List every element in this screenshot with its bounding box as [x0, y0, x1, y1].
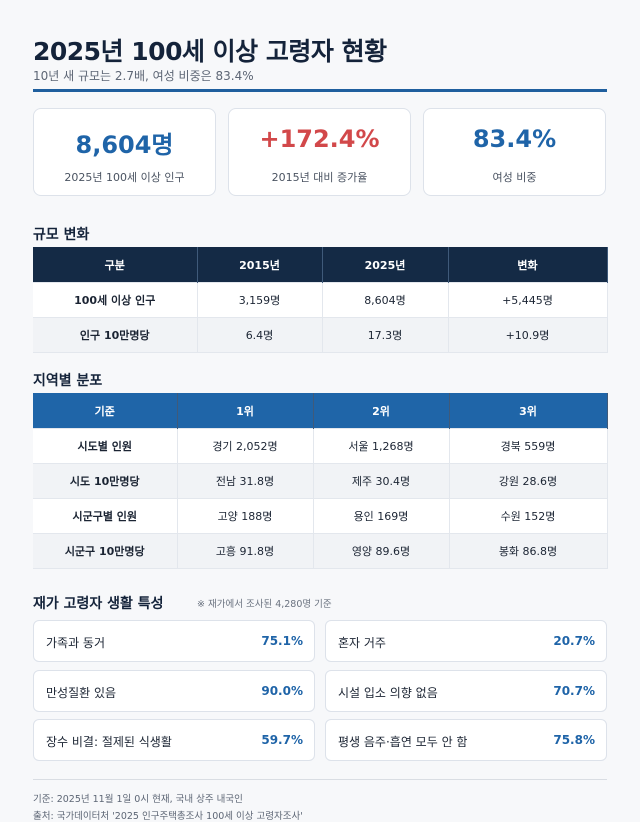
header-cell: 기준 — [33, 393, 178, 429]
item-value: 90.0% — [261, 683, 303, 698]
item-name: 만성질환 있음 — [46, 685, 117, 700]
cell: 100세 이상 인구 — [33, 282, 198, 318]
stat-value: +172.4% — [259, 125, 380, 153]
item-value: 20.7% — [553, 634, 595, 648]
cell: +5,445명 — [448, 282, 608, 318]
row: 시도별 인원 경기 2,052명 서울 1,268명 경북 559명 — [33, 428, 608, 464]
footnote: 기준: 2025년 11월 1일 0시 현재, 국내 상주 내국인 — [33, 794, 243, 805]
cell: 서울 1,268명 — [313, 428, 450, 464]
row: 시군구별 인원 고양 188명 용인 169명 수원 152명 — [33, 498, 608, 534]
stat-label: 2025년 100세 이상 인구 — [64, 171, 185, 184]
stat-item: 가족과 동거 75.1% — [33, 620, 315, 662]
row: 시군구 10만명당 고흥 91.8명 영양 89.6명 봉화 86.8명 — [33, 533, 608, 569]
title: 2025년 100세 이상 고령자 현황 — [33, 37, 387, 66]
header-cell: 변화 — [448, 247, 608, 283]
item-name: 평생 음주·흡연 모두 안 함 — [338, 735, 468, 749]
footnote: 출처: 국가데이터처 '2025 인구주택총조사 100세 이상 고령자조사' — [33, 811, 303, 822]
cell: 고흥 91.8명 — [177, 533, 314, 569]
header-row: 기준 1위 2위 3위 — [33, 393, 608, 429]
cell: 시도별 인원 — [33, 428, 178, 464]
item-name: 시설 입소 의향 없음 — [338, 685, 438, 700]
divider — [33, 779, 607, 780]
cell: 시도 10만명당 — [33, 463, 178, 499]
stat-value: 8,604명 — [75, 131, 174, 159]
cell: 제주 30.4명 — [313, 463, 450, 499]
stat-item: 장수 비결: 절제된 식생활 59.7% — [33, 719, 315, 761]
cell: 전남 31.8명 — [177, 463, 314, 499]
item-value: 59.7% — [261, 733, 303, 747]
stat-card: +172.4% 2015년 대비 증가율 — [228, 108, 411, 196]
header-cell: 1위 — [177, 393, 314, 429]
header-cell: 2015년 — [197, 247, 323, 283]
stat-card: 83.4% 여성 비중 — [423, 108, 606, 196]
cell: 8,604명 — [322, 282, 449, 318]
row: 100세 이상 인구 3,159명 8,604명 +5,445명 — [33, 282, 608, 318]
header-cell: 구분 — [33, 247, 198, 283]
header-row: 구분 2015년 2025년 변화 — [33, 247, 608, 283]
item-value: 75.8% — [553, 733, 595, 747]
stat-label: 2015년 대비 증가율 — [271, 171, 368, 184]
cell: 용인 169명 — [313, 498, 450, 534]
stat-item: 혼자 거주 20.7% — [325, 620, 607, 662]
stat-label: 여성 비중 — [492, 171, 537, 184]
subtitle: 10년 새 규모는 2.7배, 여성 비중은 83.4% — [33, 69, 254, 83]
region-table: 기준 1위 2위 3위 시도별 인원 경기 2,052명 서울 1,268명 경북 559명 시… — [33, 393, 608, 569]
stat-value: 83.4% — [472, 125, 557, 153]
header-cell: 2위 — [313, 393, 450, 429]
item-name: 장수 비결: 절제된 식생활 — [46, 735, 172, 749]
divider — [33, 89, 607, 92]
header-cell: 2025년 — [322, 247, 449, 283]
cell: 시군구 10만명당 — [33, 533, 178, 569]
note: ※ 재가에서 조사된 4,280명 기준 — [197, 599, 332, 610]
cell: 고양 188명 — [177, 498, 314, 534]
cell: 6.4명 — [197, 317, 323, 353]
item-name: 가족과 동거 — [46, 636, 106, 650]
cell: 인구 10만명당 — [33, 317, 198, 353]
cell: 17.3명 — [322, 317, 449, 353]
scale-table: 구분 2015년 2025년 변화 100세 이상 인구 3,159명 8,604명 +5,4… — [33, 247, 608, 353]
cell: +10.9명 — [448, 317, 608, 353]
row: 시도 10만명당 전남 31.8명 제주 30.4명 강원 28.6명 — [33, 463, 608, 499]
stat-card: 8,604명 2025년 100세 이상 인구 — [33, 108, 216, 196]
section-title: 재가 고령자 생활 특성 — [33, 596, 164, 612]
cell: 3,159명 — [197, 282, 323, 318]
row: 인구 10만명당 6.4명 17.3명 +10.9명 — [33, 317, 608, 353]
cell: 경기 2,052명 — [177, 428, 314, 464]
cell: 강원 28.6명 — [449, 463, 608, 499]
cell: 수원 152명 — [449, 498, 608, 534]
cell: 영양 89.6명 — [313, 533, 450, 569]
item-value: 75.1% — [261, 634, 303, 648]
cell: 경북 559명 — [449, 428, 608, 464]
stat-item: 시설 입소 의향 없음 70.7% — [325, 669, 607, 712]
stat-item: 평생 음주·흡연 모두 안 함 75.8% — [325, 719, 607, 761]
item-name: 혼자 거주 — [338, 636, 386, 650]
stat-item: 만성질환 있음 90.0% — [33, 669, 315, 712]
item-value: 70.7% — [553, 683, 595, 698]
section-title: 규모 변화 — [33, 227, 90, 243]
section-title: 지역별 분포 — [33, 373, 103, 389]
header-cell: 3위 — [449, 393, 608, 429]
cell: 봉화 86.8명 — [449, 533, 608, 569]
cell: 시군구별 인원 — [33, 498, 178, 534]
